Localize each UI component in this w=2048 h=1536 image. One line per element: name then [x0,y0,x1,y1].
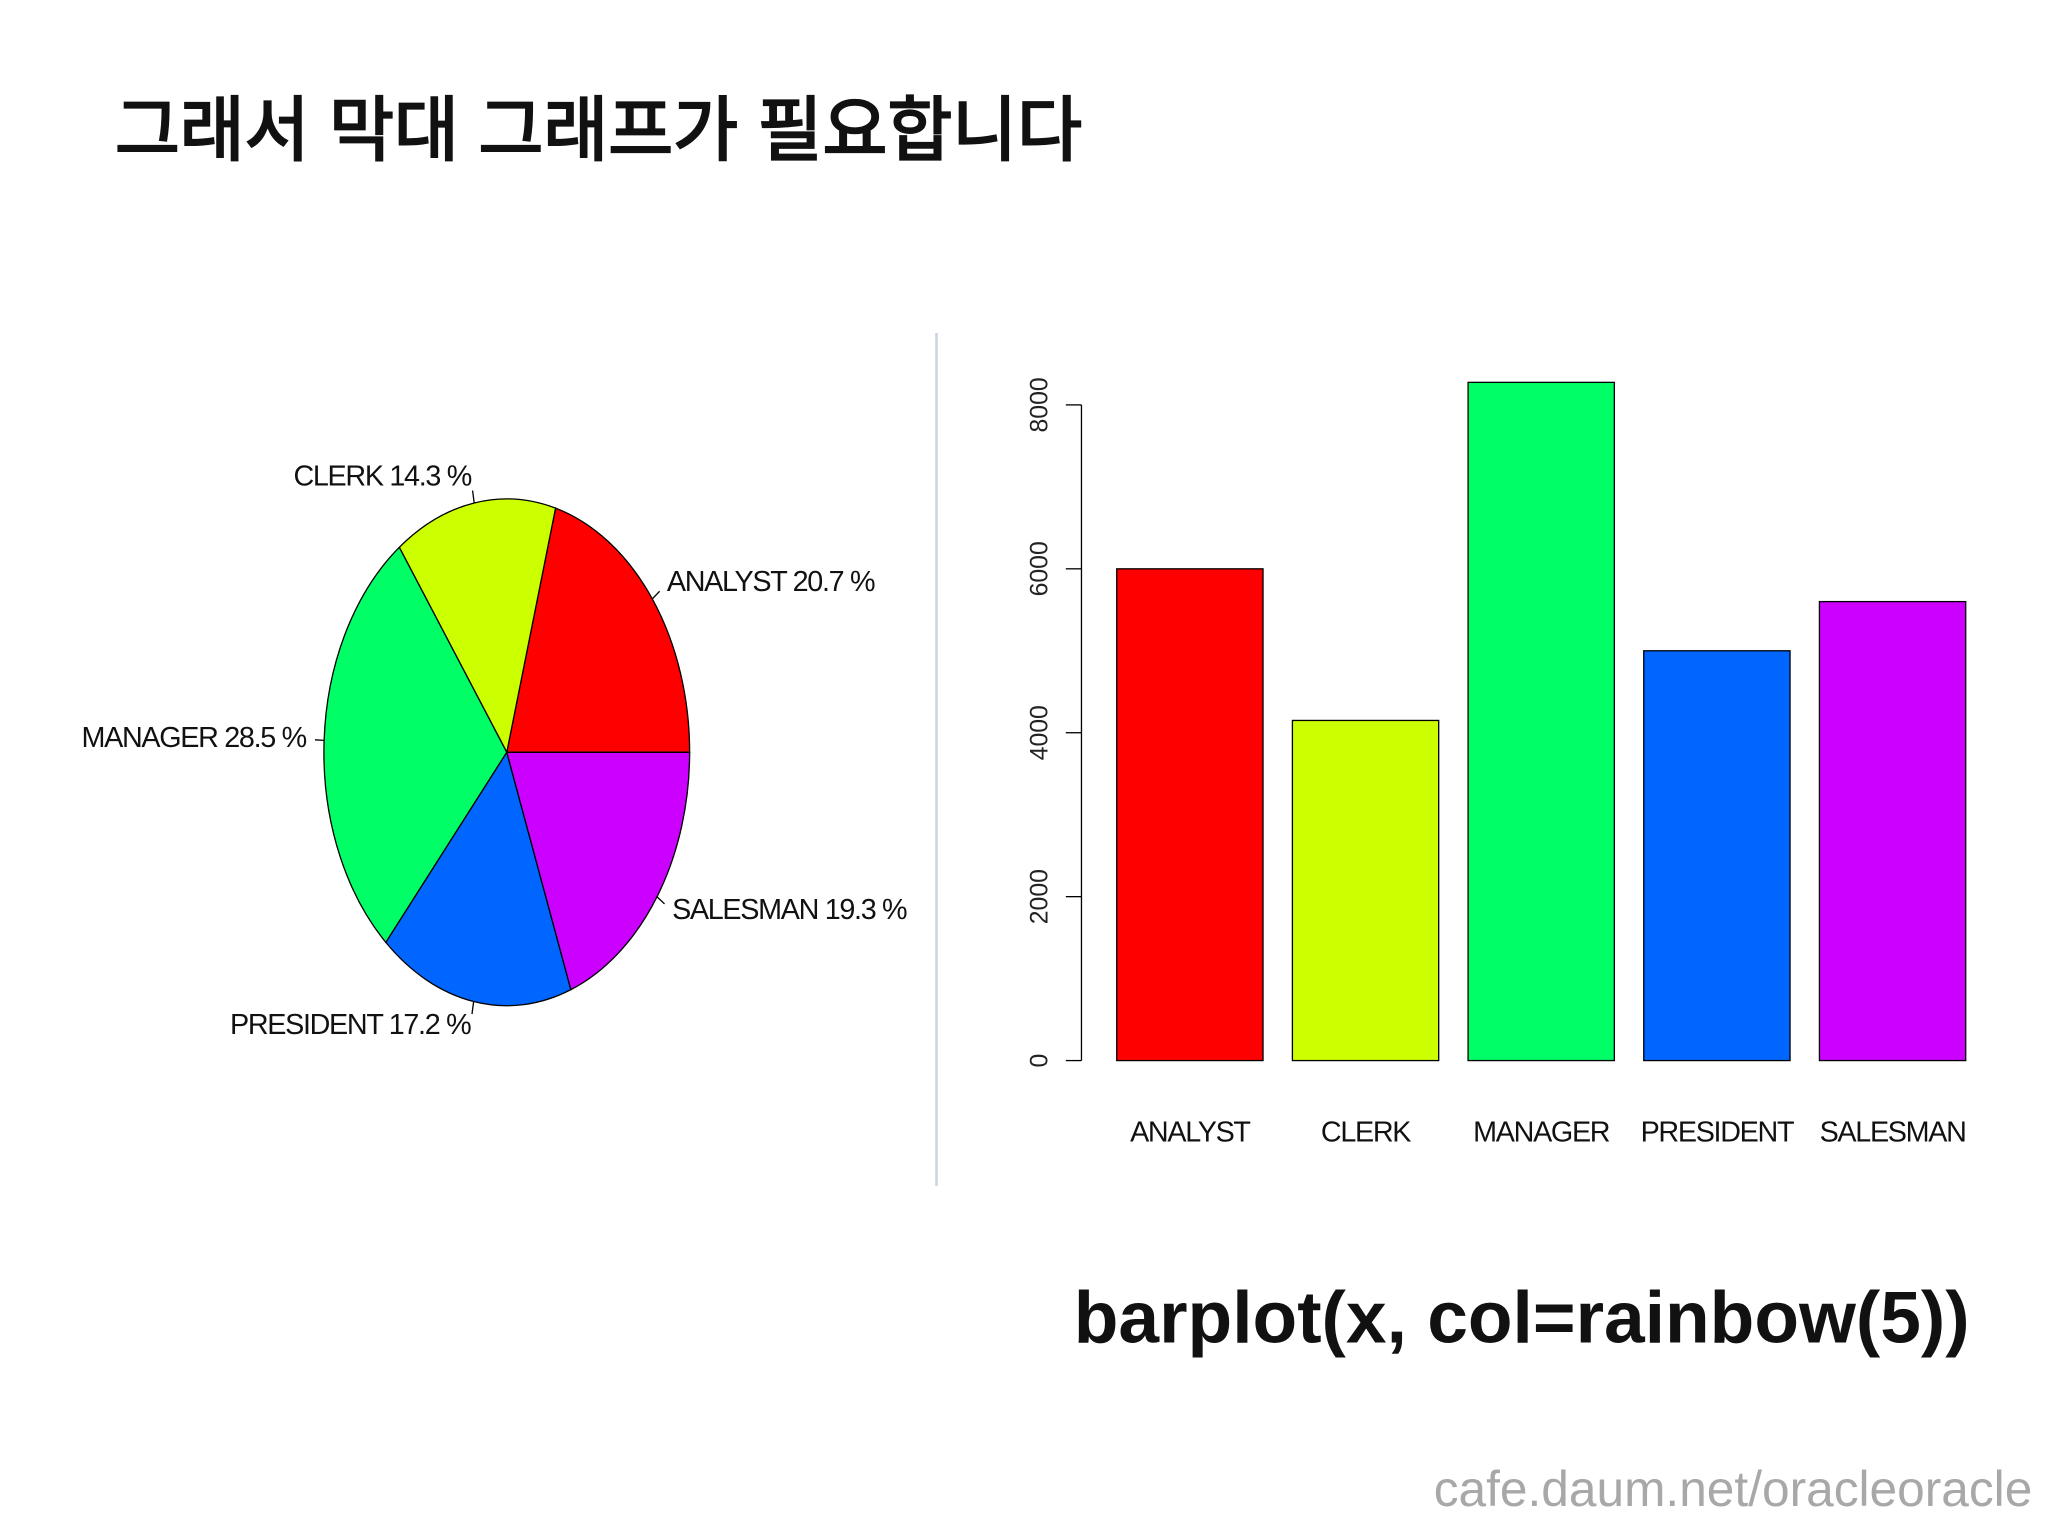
label-leader [314,739,325,742]
code-text: barplot(x, col=rainbow(5)) [1074,1278,1970,1359]
pie-slice [385,750,572,1007]
x-tick-label: SALESMAN [1820,1116,1966,1148]
x-tick-label: MANAGER [1473,1116,1610,1148]
slide-title: 그래서 막대 그래프가 필요합니다 [115,90,1082,169]
y-tick-label: 6000 [1027,541,1054,596]
footer: cafe.daum.net/oracleoracle [1434,1461,2033,1517]
x-tick-label: PRESIDENT [1641,1116,1794,1148]
slice-label: MANAGER 28.5 % [82,722,307,754]
y-tick-label: 4000 [1027,705,1054,760]
x-tick-label: CLERK [1321,1116,1411,1148]
y-tick-label: 0 [1027,1054,1054,1068]
pie-slice [323,546,508,944]
bar [1467,381,1616,1062]
bar [1291,719,1440,1062]
bar [1116,568,1264,1062]
label-leader [471,490,475,504]
pie-slice [505,507,691,753]
label-leader [471,1001,475,1015]
slice-label: PRESIDENT 17.2 % [230,1009,471,1041]
bar [1818,600,1967,1062]
x-tick-label: ANALYST [1130,1116,1250,1148]
label-leader [651,590,661,600]
slice-label: CLERK 14.3 % [293,461,471,493]
y-tick-label: 8000 [1027,377,1054,432]
slice-label: ANALYST 20.7 % [667,566,875,598]
pie-slice [398,498,557,755]
label-leader [656,896,666,905]
y-tick-label: 2000 [1027,869,1054,924]
slice-label: SALESMAN 19.3 % [672,894,907,926]
bar [1643,650,1791,1062]
